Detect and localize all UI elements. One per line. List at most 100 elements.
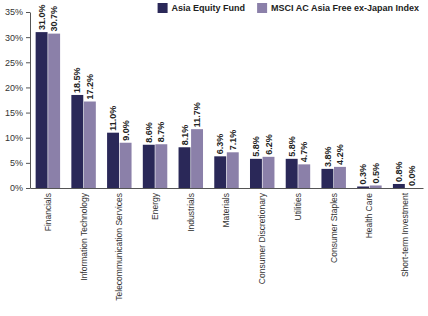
y-tick: 20% — [5, 83, 30, 93]
data-label: 5.8% — [251, 136, 261, 157]
data-label: 5.8% — [287, 136, 297, 157]
x-tick-label: Industrials — [186, 193, 196, 232]
bar — [36, 32, 48, 188]
data-label: 6.2% — [264, 134, 274, 155]
data-label: 3.8% — [323, 146, 333, 167]
data-labels: 31.0% 18.5% 11.0% 8.6% 8.1% 6.3% 5.8% 5.8% 3.8% 0… — [37, 5, 417, 186]
bar — [143, 145, 155, 188]
chart-container: 31.0% 18.5% 11.0% 8.6% 8.1% 6.3% 5.8% 5.8% 3.8% 0… — [0, 0, 428, 316]
data-label: 0.3% — [358, 164, 368, 185]
x-tick-label: Information Technology — [79, 192, 89, 280]
bar — [71, 95, 83, 188]
y-tick: 25% — [5, 58, 30, 68]
y-tick: 35% — [5, 7, 30, 17]
y-tick-label: 35% — [5, 7, 23, 17]
chart-svg: 31.0% 18.5% 11.0% 8.6% 8.1% 6.3% 5.8% 5.8% 3.8% 0… — [0, 0, 428, 316]
y-tick-label: 15% — [5, 108, 23, 118]
x-axis: Financials Information Technology Telecomm… — [31, 189, 424, 301]
y-tick-label: 25% — [5, 58, 23, 68]
x-tick: Energy — [150, 192, 160, 220]
x-tick-label: Financials — [43, 193, 53, 231]
data-label: 6.3% — [215, 134, 225, 155]
data-label: 8.6% — [144, 122, 154, 143]
bar — [214, 156, 226, 188]
x-tick: Industrials — [186, 193, 196, 232]
y-tick-mark — [26, 87, 30, 88]
x-tick: Consumer Discretionary — [257, 192, 267, 284]
bar — [405, 188, 417, 189]
x-tick: Consumer Staples — [329, 193, 339, 263]
data-label: 7.1% — [228, 130, 238, 151]
legend: Asia Equity Fund MSCI AC Asia Free ex-Jap… — [158, 3, 419, 13]
bar — [107, 133, 119, 188]
legend-swatch — [158, 3, 168, 13]
data-label: 4.2% — [335, 144, 345, 165]
data-label: 18.5% — [72, 67, 82, 93]
x-tick: Utilities — [293, 193, 303, 220]
x-tick-label: Energy — [150, 192, 160, 220]
x-axis-line — [31, 188, 424, 189]
x-tick-label: Health Care — [364, 193, 374, 239]
bar — [191, 129, 203, 188]
legend-label: Asia Equity Fund — [172, 3, 246, 13]
data-label: 31.0% — [37, 5, 47, 31]
bar — [84, 102, 96, 188]
data-label: 17.2% — [85, 74, 95, 100]
bar — [155, 144, 167, 188]
bar — [263, 157, 275, 188]
y-tick-mark — [26, 62, 30, 63]
y-tick-label: 5% — [10, 158, 23, 168]
bar — [298, 164, 310, 188]
bar — [334, 167, 346, 188]
data-label: 8.1% — [180, 125, 190, 146]
bar — [393, 184, 405, 188]
y-tick-label: 30% — [5, 33, 23, 43]
data-label: 0.0% — [407, 165, 417, 186]
x-tick: Materials — [221, 193, 231, 227]
y-tick: 30% — [5, 33, 30, 43]
bar — [179, 147, 191, 188]
x-tick-label: Utilities — [293, 193, 303, 220]
x-tick-label: Consumer Discretionary — [257, 192, 267, 284]
x-tick: Telecommunication Services — [114, 193, 124, 301]
y-tick: 15% — [5, 108, 30, 118]
x-tick: Financials — [43, 193, 53, 231]
plot: 31.0% 18.5% 11.0% 8.6% 8.1% 6.3% 5.8% 5.8% 3.8% 0… — [5, 5, 424, 301]
bar — [48, 34, 60, 188]
y-tick: 5% — [10, 158, 30, 168]
x-tick: Information Technology — [79, 192, 89, 280]
bar — [286, 159, 298, 188]
x-tick-label: Consumer Staples — [329, 193, 339, 263]
y-axis-line — [30, 13, 31, 189]
y-tick-label: 0% — [10, 183, 23, 193]
y-tick-label: 10% — [5, 133, 23, 143]
x-tick: Health Care — [364, 193, 374, 239]
bars — [36, 32, 405, 188]
y-tick-mark — [26, 37, 30, 38]
x-tick-label: Materials — [221, 193, 231, 227]
y-axis: 0% 5% 10% 15% 20% 25% 30% 35% — [5, 7, 31, 193]
legend-label: MSCI AC Asia Free ex-Japan Index — [271, 3, 419, 13]
y-tick: 10% — [5, 133, 30, 143]
bar — [120, 143, 132, 188]
bar — [227, 152, 239, 188]
y-tick-mark — [26, 12, 30, 13]
y-tick-mark — [26, 138, 30, 139]
x-tick-label: Short-term Investment — [400, 192, 410, 277]
y-tick-label: 20% — [5, 83, 23, 93]
bar — [370, 185, 382, 188]
y-tick-mark — [26, 188, 30, 189]
y-tick-mark — [26, 163, 30, 164]
bar — [250, 159, 262, 188]
y-tick-mark — [26, 113, 30, 114]
data-label: 8.7% — [156, 122, 166, 143]
data-label: 11.0% — [108, 106, 118, 131]
data-label: 4.7% — [299, 142, 309, 163]
data-label: 11.7% — [192, 102, 202, 127]
data-label: 0.5% — [371, 163, 381, 184]
data-label: 0.8% — [394, 161, 404, 182]
legend-swatch — [257, 3, 267, 13]
data-label: 30.7% — [49, 6, 59, 32]
y-tick: 0% — [10, 183, 30, 193]
data-label: 9.0% — [121, 120, 131, 141]
